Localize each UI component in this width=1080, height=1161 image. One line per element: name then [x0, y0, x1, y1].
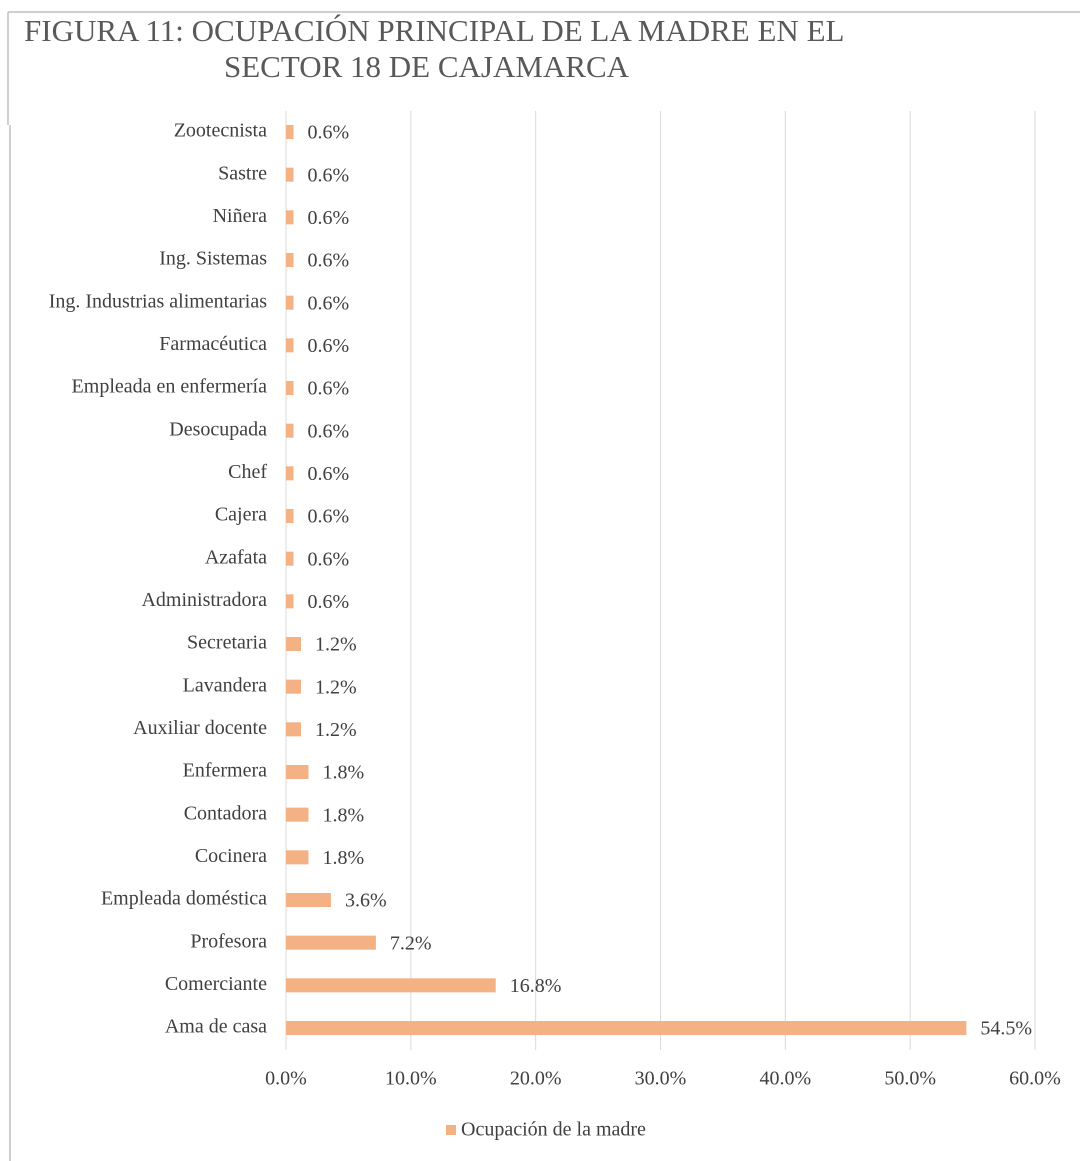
- bar: [286, 466, 294, 481]
- data-label: 0.6%: [307, 506, 349, 528]
- data-label: 1.2%: [315, 676, 357, 698]
- y-tick-label: Secretaria: [187, 632, 267, 654]
- bar: [286, 381, 294, 395]
- bar: [286, 1021, 967, 1035]
- bar: [286, 167, 294, 182]
- data-label: 0.6%: [307, 420, 349, 442]
- data-label: 54.5%: [980, 1018, 1032, 1040]
- y-tick-label: Chef: [228, 461, 267, 483]
- legend-label: Ocupación de la madre: [461, 1119, 646, 1141]
- data-label: 0.6%: [307, 548, 349, 570]
- data-label: 16.8%: [510, 975, 562, 997]
- y-tick-label: Desocupada: [169, 418, 267, 440]
- data-label: 0.6%: [307, 250, 349, 272]
- bar: [286, 722, 301, 737]
- bar: [286, 935, 376, 950]
- y-tick-label: Niñera: [213, 205, 268, 227]
- y-tick-label: Empleada en enfermería: [72, 376, 268, 398]
- bar: [286, 893, 331, 907]
- frame: [7, 11, 1080, 1161]
- x-tick-label: 10.0%: [385, 1068, 437, 1090]
- data-label: 1.8%: [322, 804, 364, 826]
- y-tick-label: Lavandera: [183, 674, 268, 696]
- y-tick-label: Empleada doméstica: [101, 888, 267, 910]
- y-tick-label: Ama de casa: [165, 1016, 267, 1038]
- y-tick-label: Profesora: [190, 930, 267, 952]
- data-label: 0.6%: [307, 122, 349, 144]
- x-tick-label: 60.0%: [1009, 1068, 1061, 1090]
- x-tick-label: 40.0%: [759, 1068, 811, 1090]
- y-tick-label: Farmacéutica: [159, 333, 267, 355]
- data-label: 0.6%: [307, 292, 349, 314]
- bar: [286, 765, 309, 779]
- y-tick-label: Cocinera: [195, 845, 267, 867]
- y-tick-label: Sastre: [218, 162, 267, 184]
- bar: [286, 807, 309, 822]
- y-tick-label: Enfermera: [183, 760, 268, 782]
- data-label: 1.8%: [322, 847, 364, 869]
- x-tick-label: 20.0%: [510, 1068, 562, 1090]
- data-label: 3.6%: [345, 890, 387, 912]
- data-label: 0.6%: [307, 164, 349, 186]
- data-label: 1.2%: [315, 719, 357, 741]
- bar: [286, 594, 294, 609]
- y-tick-label: Administradora: [141, 589, 267, 611]
- data-label: 7.2%: [390, 932, 432, 954]
- chart-title: FIGURA 11: OCUPACIÓN PRINCIPAL DE LA MAD…: [24, 13, 844, 48]
- legend-swatch: [446, 1125, 456, 1135]
- y-tick-label: Comerciante: [165, 973, 267, 995]
- data-label: 1.8%: [322, 762, 364, 784]
- x-tick-label: 50.0%: [884, 1068, 936, 1090]
- bar: [286, 637, 301, 651]
- y-tick-label: Contadora: [184, 802, 267, 824]
- data-label: 0.6%: [307, 591, 349, 613]
- bar: [286, 551, 294, 566]
- x-tick-label: 0.0%: [265, 1068, 307, 1090]
- bar: [286, 295, 294, 310]
- data-label: 0.6%: [307, 335, 349, 357]
- y-tick-label: Cajera: [215, 504, 267, 526]
- y-tick-label: Azafata: [205, 546, 267, 568]
- bar: [286, 850, 309, 865]
- y-tick-label: Auxiliar docente: [133, 717, 267, 739]
- bar: [286, 423, 294, 438]
- bar: [286, 679, 301, 694]
- bar: [286, 253, 294, 267]
- data-label: 0.6%: [307, 207, 349, 229]
- data-label: 1.2%: [315, 634, 357, 656]
- bar: [286, 338, 294, 353]
- x-tick-label: 30.0%: [635, 1068, 687, 1090]
- bar: [286, 210, 294, 225]
- y-tick-label: Ing. Industrias alimentarias: [49, 290, 267, 312]
- bar: [286, 978, 496, 993]
- chart-title: SECTOR 18 DE CAJAMARCA: [224, 49, 630, 84]
- y-tick-label: Zootecnista: [174, 120, 267, 142]
- data-label: 0.6%: [307, 463, 349, 485]
- y-tick-label: Ing. Sistemas: [159, 248, 267, 270]
- bar: [286, 125, 294, 139]
- bar: [286, 509, 294, 523]
- data-label: 0.6%: [307, 378, 349, 400]
